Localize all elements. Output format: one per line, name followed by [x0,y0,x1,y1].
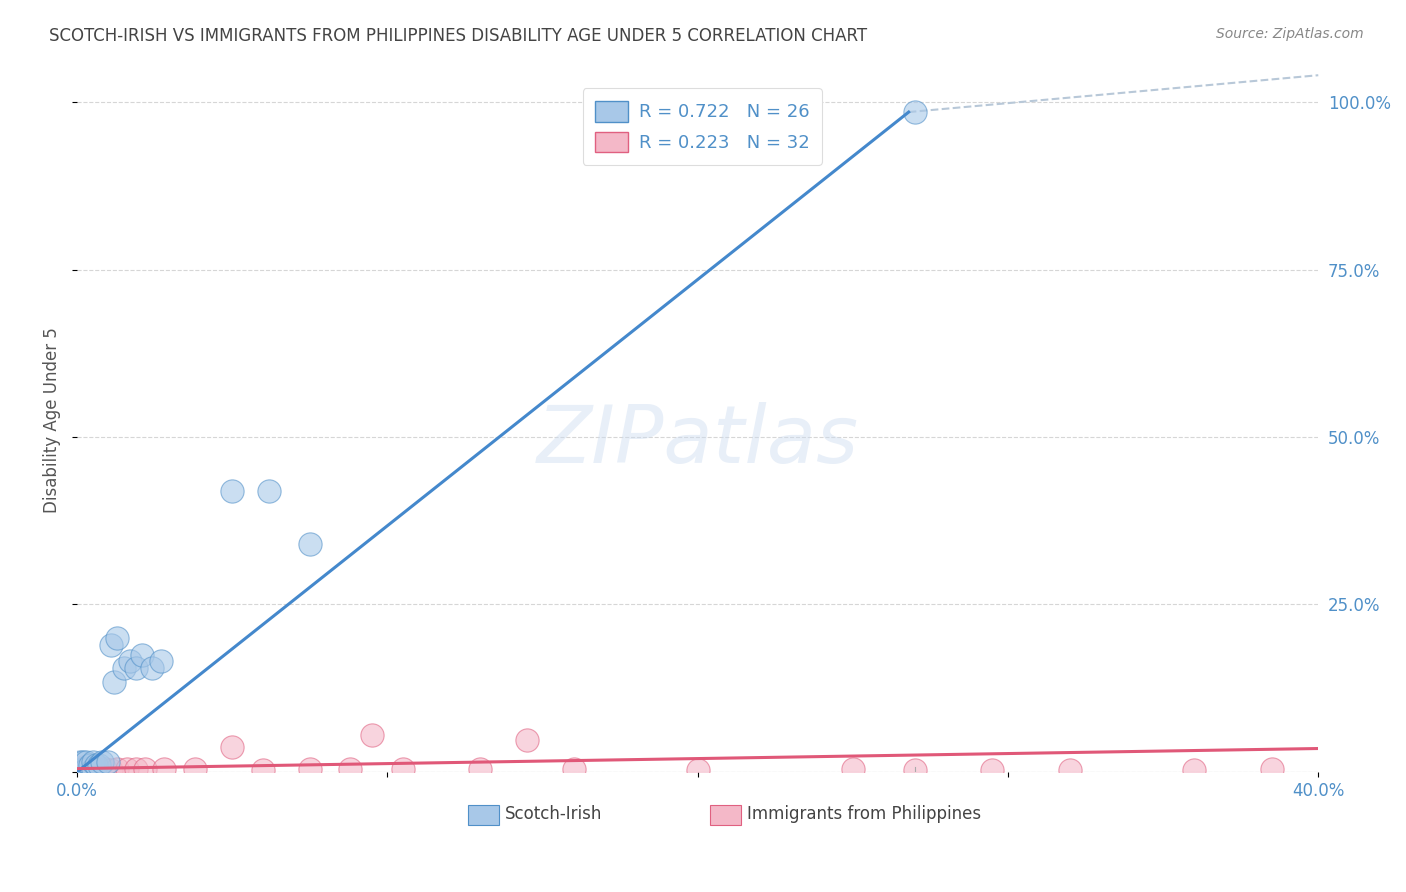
Point [72,762,94,776]
Point [75,762,97,776]
Point [392,762,415,776]
Point [221,483,243,498]
Point [118,655,141,669]
Point [82,762,104,776]
Point [103,674,125,689]
Point [1059,763,1081,777]
Text: Source: ZipAtlas.com: Source: ZipAtlas.com [1216,27,1364,41]
Point [131,648,153,662]
Point [82,763,104,777]
Point [79,762,101,776]
Point [75,755,97,769]
Point [981,763,1004,777]
Point [842,762,865,776]
Point [184,762,207,776]
Point [298,537,321,551]
Point [149,655,172,669]
Point [1182,763,1205,777]
Point [94,762,117,776]
Bar [468,805,499,825]
Point [298,762,321,776]
Point [69,762,91,776]
Point [107,762,129,776]
Point [100,763,122,777]
Point [1261,762,1284,776]
Point [516,732,538,747]
Point [87,763,110,777]
Point [470,762,492,776]
Point [112,661,135,675]
Point [125,762,148,776]
Point [686,763,709,777]
Point [134,762,156,776]
Point [69,762,91,776]
Point [125,661,148,675]
Point [904,105,927,120]
Legend: R = 0.722   N = 26, R = 0.223   N = 32: R = 0.722 N = 26, R = 0.223 N = 32 [582,88,823,165]
Point [562,762,585,776]
Point [360,728,382,742]
Point [115,762,138,776]
Point [107,631,129,645]
Point [221,739,243,754]
Point [90,755,112,769]
Point [84,762,107,776]
Point [84,758,107,772]
Bar [710,805,741,825]
Point [100,638,122,652]
Point [904,763,927,777]
Point [82,755,104,769]
Point [72,763,94,777]
Point [87,758,110,772]
Y-axis label: Disability Age Under 5: Disability Age Under 5 [44,327,60,513]
Point [339,762,361,776]
Point [141,661,163,675]
Text: Scotch-Irish: Scotch-Irish [505,805,603,823]
Text: ZIPatlas: ZIPatlas [537,402,859,481]
Point [69,755,91,769]
Text: Immigrants from Philippines: Immigrants from Philippines [748,805,981,823]
Point [72,759,94,773]
Text: SCOTCH-IRISH VS IMMIGRANTS FROM PHILIPPINES DISABILITY AGE UNDER 5 CORRELATION C: SCOTCH-IRISH VS IMMIGRANTS FROM PHILIPPI… [49,27,868,45]
Point [75,763,97,777]
Point [72,755,94,769]
Point [252,763,274,777]
Point [97,755,120,769]
Point [79,758,101,772]
Point [259,483,281,498]
Point [153,762,176,776]
